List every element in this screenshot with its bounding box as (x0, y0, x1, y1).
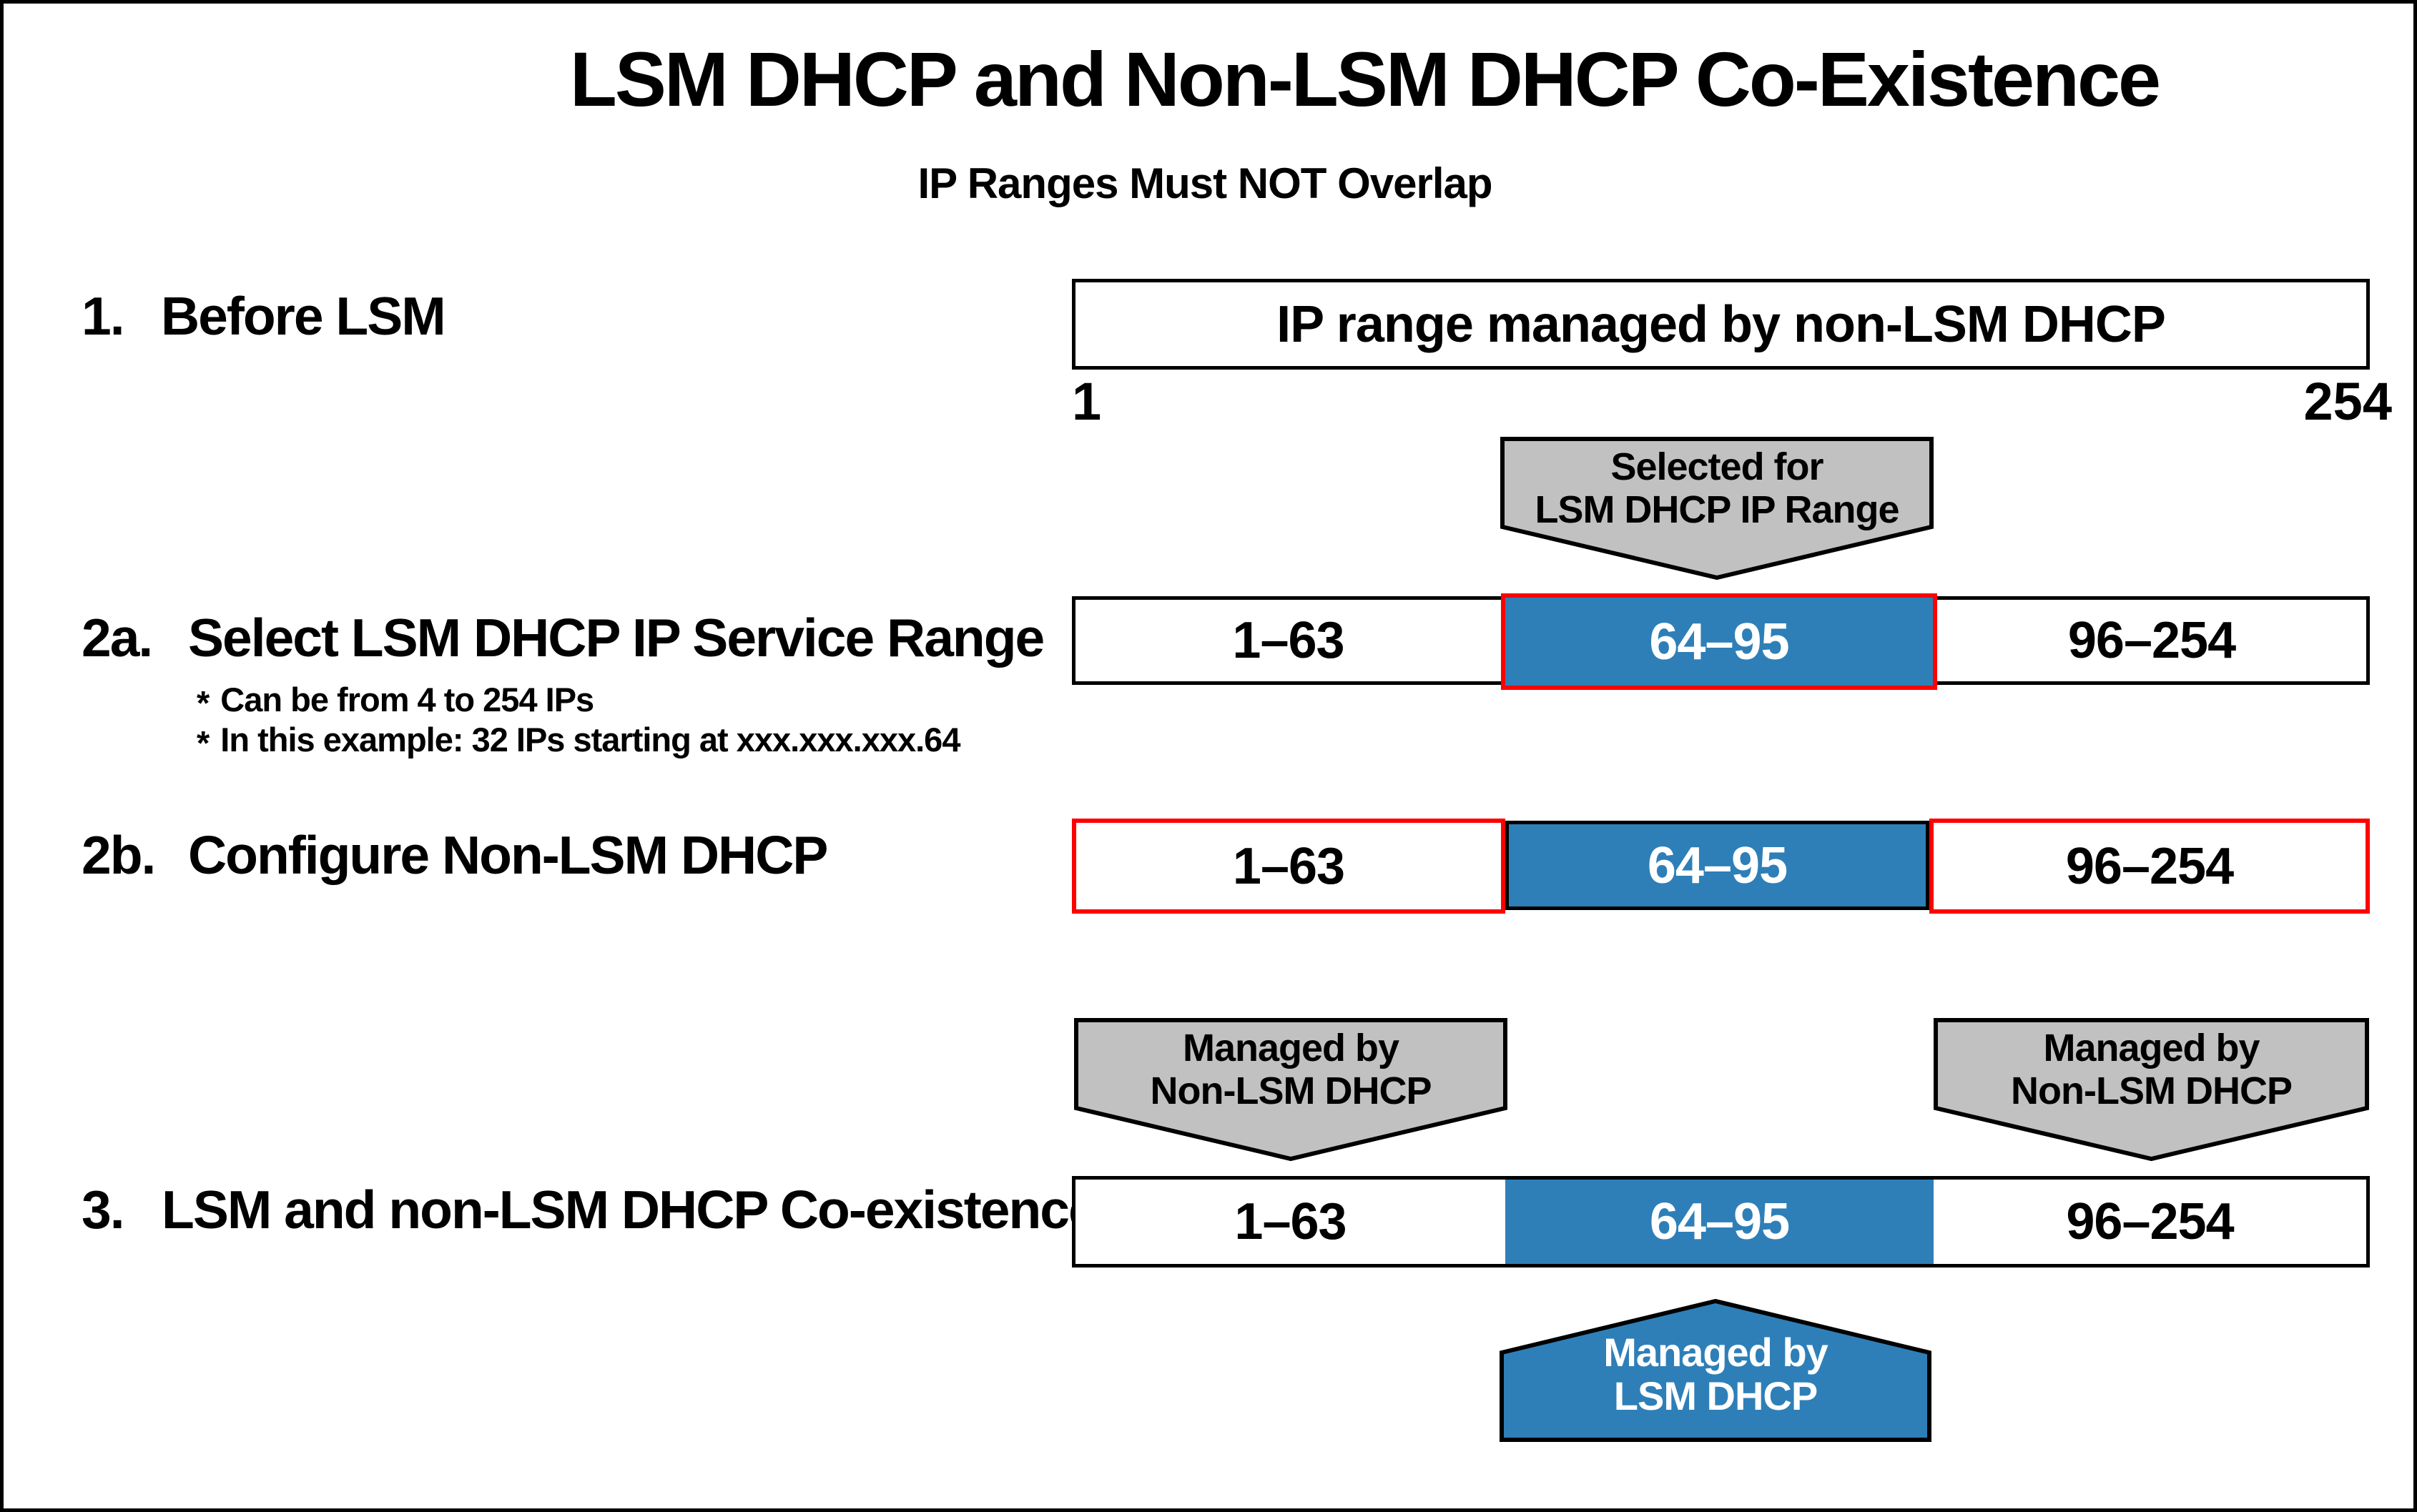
segment-64-95-lsm: 64–95 (1505, 821, 1929, 910)
step2a-label: 2a. Select LSM DHCP IP Service Range (82, 608, 1045, 668)
managed-by-nonlsm-left-text: Managed by Non-LSM DHCP (1074, 1027, 1507, 1112)
step2a-note-2: * In this example: 32 IPs starting at xxx… (197, 721, 960, 760)
range-start-label: 1 (1072, 372, 1102, 431)
selected-for-callout: Selected for LSM DHCP IP Range (1500, 437, 1934, 580)
segment-1-63: 1–63 (1234, 1193, 1347, 1250)
down-pointer-callout-shape (1500, 437, 1934, 580)
segment-64-95: 64–95 (1505, 1180, 1934, 1264)
callout-line1: Selected for (1610, 445, 1823, 488)
down-pointer-callout-shape (1074, 1018, 1507, 1162)
callout-line2: Non-LSM DHCP (1150, 1069, 1432, 1112)
step2a-title: Select LSM DHCP IP Service Range (188, 608, 1045, 668)
step1-label: 1. Before LSM (82, 286, 446, 346)
step3-label: 3. LSM and non-LSM DHCP Co-existence (82, 1180, 1098, 1240)
segment-96-254: 96–254 (2066, 1193, 2234, 1250)
step1-number: 1. (82, 286, 125, 346)
step1-bar-text: IP range managed by non-LSM DHCP (1276, 295, 2166, 353)
managed-by-nonlsm-left-callout: Managed by Non-LSM DHCP (1074, 1018, 1507, 1162)
step2b-number: 2b. (82, 825, 156, 885)
managed-by-nonlsm-right-text: Managed by Non-LSM DHCP (1934, 1027, 2369, 1112)
range-end-label: 254 (2303, 372, 2392, 431)
managed-by-nonlsm-right-callout: Managed by Non-LSM DHCP (1934, 1018, 2369, 1162)
note-text: Can be from 4 to 254 IPs (220, 681, 594, 718)
selected-for-callout-text: Selected for LSM DHCP IP Range (1500, 445, 1934, 531)
callout-line1: Managed by (2043, 1027, 2260, 1069)
callout-line2: LSM DHCP (1613, 1373, 1818, 1418)
callout-line1: Managed by (1603, 1330, 1828, 1375)
segment-64-95-selected: 64–95 (1501, 593, 1937, 690)
step1-range-endpoints: 1 254 (1072, 375, 2392, 428)
step3-number: 3. (82, 1180, 125, 1240)
callout-line2: LSM DHCP IP Range (1535, 488, 1899, 531)
managed-by-lsm-text: Managed by LSM DHCP (1500, 1330, 1931, 1418)
step3-range-bar: 1–63 64–95 96–254 (1072, 1176, 2370, 1268)
diagram-title: LSM DHCP and Non-LSM DHCP Co-Existence (569, 36, 2161, 122)
up-pointer-callout-shape (1500, 1299, 1931, 1442)
asterisk-bullet-icon: * (197, 723, 210, 762)
step1-title: Before LSM (161, 286, 446, 346)
step2b-title: Configure Non-LSM DHCP (188, 825, 828, 885)
step2a-note-1: * Can be from 4 to 254 IPs (197, 681, 594, 720)
step3-title: LSM and non-LSM DHCP Co-existence (162, 1180, 1098, 1240)
segment-1-63: 1–63 (1232, 612, 1344, 669)
segment-1-63-nonlsm: 1–63 (1072, 819, 1505, 914)
diagram-subtitle: IP Ranges Must NOT Overlap (917, 159, 1492, 207)
callout-line2: Non-LSM DHCP (2011, 1069, 2293, 1112)
step2a-number: 2a. (82, 608, 153, 668)
step2b-label: 2b. Configure Non-LSM DHCP (82, 825, 828, 885)
note-text: In this example: 32 IPs starting at xxx.… (220, 721, 960, 759)
step1-range-bar: IP range managed by non-LSM DHCP (1072, 279, 2370, 370)
asterisk-bullet-icon: * (197, 683, 210, 722)
callout-line1: Managed by (1182, 1027, 1399, 1069)
segment-96-254: 96–254 (2067, 612, 2236, 669)
segment-96-254-nonlsm: 96–254 (1929, 819, 2370, 914)
managed-by-lsm-callout: Managed by LSM DHCP (1500, 1299, 1931, 1442)
down-pointer-callout-shape (1934, 1018, 2369, 1162)
